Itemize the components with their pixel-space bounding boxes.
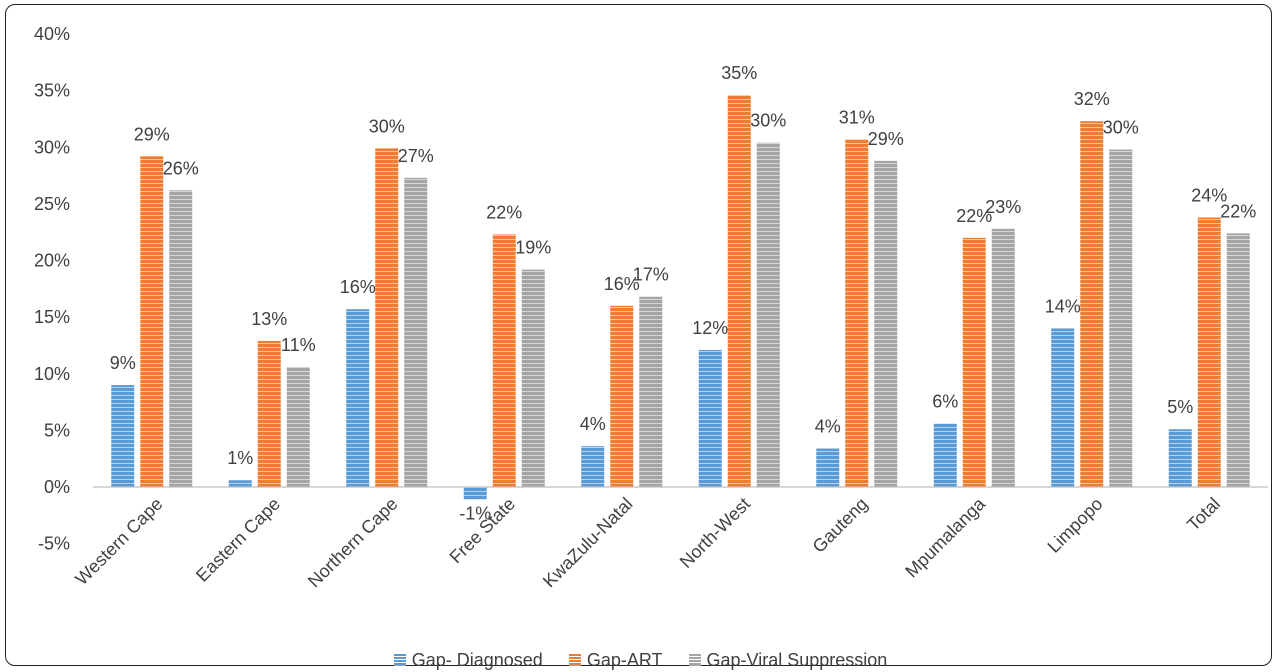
bar-gap-diagnosed-total — [1168, 429, 1192, 487]
data-label: 9% — [110, 353, 136, 373]
bar-gap-diagnosed-limpopo — [1051, 328, 1075, 487]
data-label: 1% — [227, 448, 253, 468]
legend-item: Gap-ART — [568, 649, 663, 671]
data-label: 5% — [1167, 397, 1193, 417]
legend-label: Gap-ART — [586, 649, 663, 670]
y-tick-label: 15% — [34, 307, 70, 327]
legend-swatch — [393, 654, 406, 666]
bar-gap-diagnosed-western-cape — [111, 385, 135, 487]
data-label: 22% — [1220, 201, 1256, 221]
data-label: 29% — [868, 129, 904, 149]
legend-label: Gap-Viral Suppression — [706, 649, 888, 670]
bar-gap-viral-suppression-free-state — [521, 269, 545, 487]
data-label: 22% — [486, 202, 522, 222]
bars — [111, 95, 1250, 500]
bar-gap-art-western-cape — [140, 156, 164, 487]
bar-gap-diagnosed-free-state — [463, 487, 487, 500]
bar-gap-viral-suppression-mpumalanga — [991, 228, 1015, 488]
bar-gap-art-total — [1197, 217, 1221, 487]
x-axis: Western Cape Eastern Cape Northern Cape Fre… — [71, 486, 1268, 592]
y-tick-label: 0% — [44, 477, 70, 497]
bar-gap-art-kwazulu-natal — [610, 305, 634, 487]
data-label: 26% — [163, 158, 199, 178]
bar-gap-diagnosed-eastern-cape — [228, 480, 252, 487]
legend-item: Gap- Diagnosed — [393, 649, 543, 671]
bar-gap-diagnosed-northern-cape — [346, 309, 370, 487]
legend-label: Gap- Diagnosed — [411, 649, 543, 670]
y-tick-label: -5% — [38, 534, 70, 554]
x-category-label: Eastern Cape — [192, 494, 284, 586]
data-labels: 9%29%26%1%13%11%16%30%27%-1%22%19%4%16%1… — [110, 63, 1257, 523]
bar-gap-art-north-west — [727, 95, 751, 487]
y-tick-label: 25% — [34, 194, 70, 214]
data-label: 22% — [956, 206, 992, 226]
bar-gap-viral-suppression-total — [1226, 233, 1250, 487]
data-label: 24% — [1191, 185, 1227, 205]
x-category-label: Gauteng — [809, 494, 872, 557]
x-category-label: Northern Cape — [304, 494, 402, 592]
bar-gap-art-mpumalanga — [962, 237, 986, 487]
bar-gap-art-free-state — [492, 234, 516, 487]
x-category-label: North-West — [676, 494, 754, 572]
data-label: 29% — [134, 124, 170, 144]
x-category-label: KwaZulu-Natal — [539, 494, 637, 592]
x-category-label: Mpumalanga — [901, 493, 989, 581]
data-label: 30% — [369, 116, 405, 136]
data-label: 17% — [633, 265, 669, 285]
data-label: 4% — [815, 416, 841, 436]
bar-gap-art-limpopo — [1080, 121, 1104, 487]
bar-gap-art-eastern-cape — [257, 340, 281, 487]
bar-gap-art-northern-cape — [375, 148, 399, 487]
bar-gap-viral-suppression-eastern-cape — [286, 366, 310, 487]
data-label: 23% — [985, 197, 1021, 217]
y-tick-label: 5% — [44, 420, 70, 440]
x-category-label: Western Cape — [71, 494, 166, 589]
legend-item: Gap-Viral Suppression — [688, 649, 888, 671]
bar-gap-viral-suppression-western-cape — [169, 190, 193, 487]
data-label: 19% — [515, 238, 551, 258]
data-label: 14% — [1045, 296, 1081, 316]
bar-gap-viral-suppression-limpopo — [1109, 149, 1133, 487]
y-axis: -5% 0% 5% 10% 15% 20% 25% 30% 35% 40% — [34, 24, 70, 554]
bar-gap-viral-suppression-north-west — [756, 142, 780, 487]
y-tick-label: 30% — [34, 137, 70, 157]
bar-gap-art-gauteng — [845, 139, 869, 487]
legend-swatch — [688, 654, 701, 666]
legend-swatch — [568, 654, 581, 666]
data-label: 13% — [251, 309, 287, 329]
bar-gap-diagnosed-mpumalanga — [933, 423, 957, 487]
x-category-label: Limpopo — [1044, 494, 1107, 557]
bar-gap-viral-suppression-northern-cape — [404, 177, 428, 487]
data-label: 16% — [340, 277, 376, 297]
data-label: 27% — [398, 146, 434, 166]
data-label: 31% — [839, 107, 875, 127]
data-label: -1% — [459, 503, 491, 523]
bar-gap-viral-suppression-gauteng — [874, 160, 898, 487]
y-tick-label: 20% — [34, 251, 70, 271]
data-label: 30% — [750, 111, 786, 131]
data-label: 16% — [604, 274, 640, 294]
bar-gap-diagnosed-north-west — [698, 349, 722, 487]
data-label: 11% — [281, 335, 316, 355]
legend: Gap- Diagnosed Gap-ART Gap-Viral Suppressi… — [0, 648, 1281, 672]
data-label: 12% — [692, 318, 728, 338]
data-label: 32% — [1074, 89, 1110, 109]
data-label: 35% — [721, 63, 757, 83]
data-label: 6% — [932, 392, 958, 412]
data-label: 30% — [1103, 118, 1139, 138]
y-tick-label: 35% — [34, 81, 70, 101]
bar-gap-diagnosed-gauteng — [816, 448, 840, 487]
bar-gap-viral-suppression-kwazulu-natal — [639, 296, 663, 487]
y-tick-label: 10% — [34, 364, 70, 384]
bar-gap-diagnosed-kwazulu-natal — [581, 446, 605, 487]
y-tick-label: 40% — [34, 24, 70, 44]
x-category-label: Total — [1183, 494, 1224, 535]
data-label: 4% — [580, 414, 606, 434]
